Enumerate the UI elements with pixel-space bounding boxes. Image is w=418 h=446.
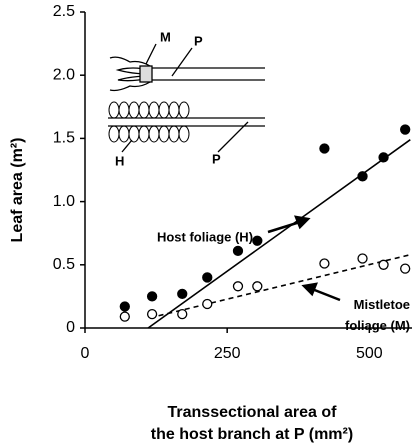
y-tick-label: 0.5	[53, 256, 75, 273]
y-tick-label: 1.5	[53, 130, 75, 147]
data-point	[202, 272, 213, 283]
data-point	[177, 288, 188, 300]
annotation-arrow	[267, 215, 341, 302]
series-label: Mistletoe foliage (M)	[345, 297, 410, 333]
y-tick-label: 2.0	[53, 66, 75, 83]
fit-line	[147, 139, 411, 329]
y-axis-label: Leaf area (m²)	[9, 138, 26, 243]
data-point	[119, 311, 130, 322]
y-tick-label: 2.5	[53, 3, 75, 20]
diagram-label: M	[160, 29, 171, 44]
x-axis-label: Transsectional area of	[168, 404, 338, 421]
series-label: Host foliage (H)	[157, 229, 253, 244]
data-point	[357, 171, 368, 182]
x-tick-label: 500	[356, 345, 383, 362]
data-point	[378, 259, 389, 270]
data-point	[202, 298, 213, 310]
data-point	[400, 263, 411, 274]
x-tick-label: 250	[214, 345, 241, 362]
data-point	[232, 281, 244, 292]
data-point	[400, 124, 411, 135]
data-point	[177, 308, 188, 320]
y-tick-label: 0	[66, 319, 75, 336]
data-point	[146, 291, 158, 302]
y-tick-label: 1.0	[53, 193, 75, 210]
x-axis-label: the host branch at P (mm²)	[151, 426, 353, 443]
diagram-label: P	[212, 151, 221, 166]
data-point	[232, 245, 244, 257]
data-point	[357, 253, 368, 264]
data-point	[319, 258, 330, 269]
data-point	[319, 143, 330, 154]
diagram-label: H	[115, 153, 124, 168]
data-point	[146, 308, 158, 320]
data-point	[378, 152, 389, 163]
diagram-label: P	[194, 33, 203, 48]
data-point	[252, 281, 263, 292]
data-point	[119, 301, 130, 312]
x-tick-label: 0	[81, 345, 90, 362]
data-point	[252, 235, 263, 246]
inset-diagram	[108, 43, 265, 153]
